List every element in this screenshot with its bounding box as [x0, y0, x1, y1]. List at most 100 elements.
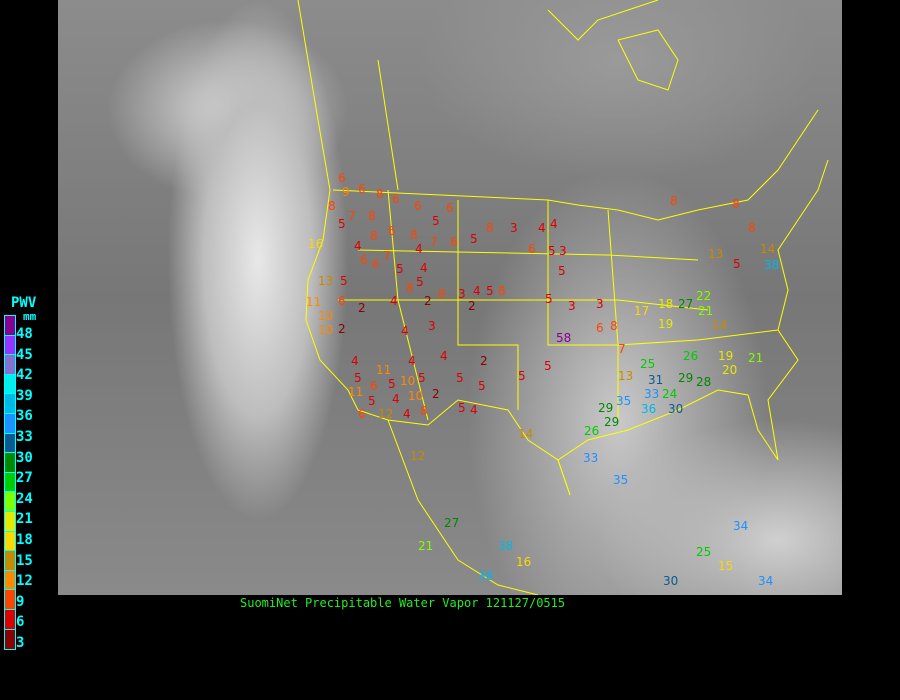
legend-swatch	[5, 335, 15, 356]
station-pwv-value: 6	[358, 407, 366, 421]
station-pwv-value: 2	[432, 387, 440, 401]
station-pwv-value: 31	[648, 373, 664, 387]
legend-label: 6	[16, 614, 25, 631]
station-pwv-value: 10	[400, 374, 416, 388]
station-pwv-value: 4	[550, 217, 558, 231]
legend-label: 15	[16, 552, 33, 569]
station-pwv-value: 38	[498, 539, 514, 553]
station-pwv-value: 4	[415, 242, 423, 256]
station-pwv-value: 8	[420, 404, 428, 418]
station-pwv-value: 8	[406, 281, 414, 295]
station-pwv-value: 18	[658, 297, 674, 311]
station-pwv-value: 4	[408, 354, 416, 368]
station-pwv-value: 14	[518, 427, 534, 441]
station-pwv-value: 21	[698, 304, 714, 318]
station-pwv-value: 25	[696, 545, 712, 559]
station-pwv-value: 22	[696, 289, 712, 303]
legend-swatch	[5, 453, 15, 473]
station-pwv-value: 33	[644, 387, 660, 401]
station-pwv-value: 29	[678, 371, 694, 385]
legend-label: 45	[16, 346, 33, 363]
station-pwv-value: 12	[378, 407, 394, 421]
legend-label: 42	[16, 367, 33, 384]
legend-label: 21	[16, 511, 33, 528]
station-pwv-value: 6	[360, 253, 368, 267]
station-pwv-value: 8	[486, 221, 494, 235]
station-pwv-value: 5	[733, 257, 741, 271]
station-pwv-value: 34	[758, 574, 774, 588]
station-pwv-value: 26	[584, 424, 600, 438]
station-pwv-value: 4	[401, 324, 409, 338]
station-pwv-value: 4	[420, 261, 428, 275]
station-pwv-value: 2	[468, 299, 476, 313]
station-pwv-value: 58	[556, 331, 572, 345]
station-pwv-value: 13	[708, 247, 724, 261]
state-lines	[607, 209, 619, 420]
station-pwv-value: 36	[641, 402, 657, 416]
legend-swatch	[5, 316, 15, 336]
station-pwv-value: 5	[456, 371, 464, 385]
station-pwv-value: 8	[328, 199, 336, 213]
station-pwv-value: 8	[410, 228, 418, 242]
legend-swatch	[5, 570, 15, 591]
station-pwv-value: 38	[478, 569, 494, 583]
station-pwv-value: 6	[414, 199, 422, 213]
station-pwv-value: 8	[610, 319, 618, 333]
station-pwv-value: 5	[545, 292, 553, 306]
station-pwv-value: 6	[528, 242, 536, 256]
station-pwv-value: 3	[568, 299, 576, 313]
station-pwv-value: 4	[390, 294, 398, 308]
legend-swatch	[5, 374, 15, 395]
station-pwv-value: 30	[668, 402, 684, 416]
station-pwv-value: 9	[342, 185, 350, 199]
station-pwv-value: 29	[604, 415, 620, 429]
station-pwv-value: 5	[368, 394, 376, 408]
canada-provinces	[377, 59, 399, 191]
station-pwv-value: 27	[678, 297, 694, 311]
station-pwv-value: 12	[410, 449, 426, 463]
west-coast	[297, 0, 359, 411]
mexico-coast	[387, 419, 539, 595]
station-pwv-value: 6	[446, 201, 454, 215]
station-pwv-value: 35	[616, 394, 632, 408]
station-pwv-value: 25	[640, 357, 656, 371]
legend-label: 9	[16, 593, 25, 610]
station-pwv-value: 3	[559, 244, 567, 258]
legend-swatch	[5, 590, 15, 610]
station-pwv-value: 6	[358, 182, 366, 196]
legend-swatch	[5, 531, 15, 552]
legend-swatch	[5, 551, 15, 571]
station-pwv-value: 4	[470, 403, 478, 417]
legend-label: 36	[16, 408, 33, 425]
legend-label: 48	[16, 326, 33, 342]
station-pwv-value: 16	[308, 237, 324, 251]
legend-swatch	[5, 394, 15, 414]
legend-swatch	[5, 413, 15, 434]
station-pwv-value: 4	[351, 354, 359, 368]
station-pwv-value: 14	[760, 242, 776, 256]
legend-title: PWV	[11, 295, 37, 311]
station-pwv-value: 6	[372, 257, 380, 271]
hudson-bay	[547, 0, 659, 41]
station-pwv-value: 7	[348, 209, 356, 223]
station-pwv-value: 5	[338, 217, 346, 231]
station-pwv-value: 6	[388, 224, 396, 238]
station-pwv-value: 4	[440, 349, 448, 363]
legend-label: 12	[16, 573, 33, 590]
station-pwv-value: 11	[348, 385, 364, 399]
station-pwv-value: 4	[538, 221, 546, 235]
station-pwv-value: 24	[662, 387, 678, 401]
station-pwv-value: 33	[583, 451, 599, 465]
station-pwv-value: 2	[338, 322, 346, 336]
station-pwv-value: 5	[544, 359, 552, 373]
legend-swatch	[5, 629, 15, 650]
legend-swatch	[5, 433, 15, 454]
state-lines	[457, 200, 519, 410]
station-pwv-value: 5	[396, 262, 404, 276]
station-pwv-value: 5	[388, 377, 396, 391]
station-pwv-value: 34	[733, 519, 749, 533]
station-pwv-value: 5	[340, 274, 348, 288]
us-canada-border	[332, 109, 819, 221]
legend-swatch	[5, 492, 15, 512]
map-caption: SuomiNet Precipitable Water Vapor 121127…	[240, 596, 566, 610]
